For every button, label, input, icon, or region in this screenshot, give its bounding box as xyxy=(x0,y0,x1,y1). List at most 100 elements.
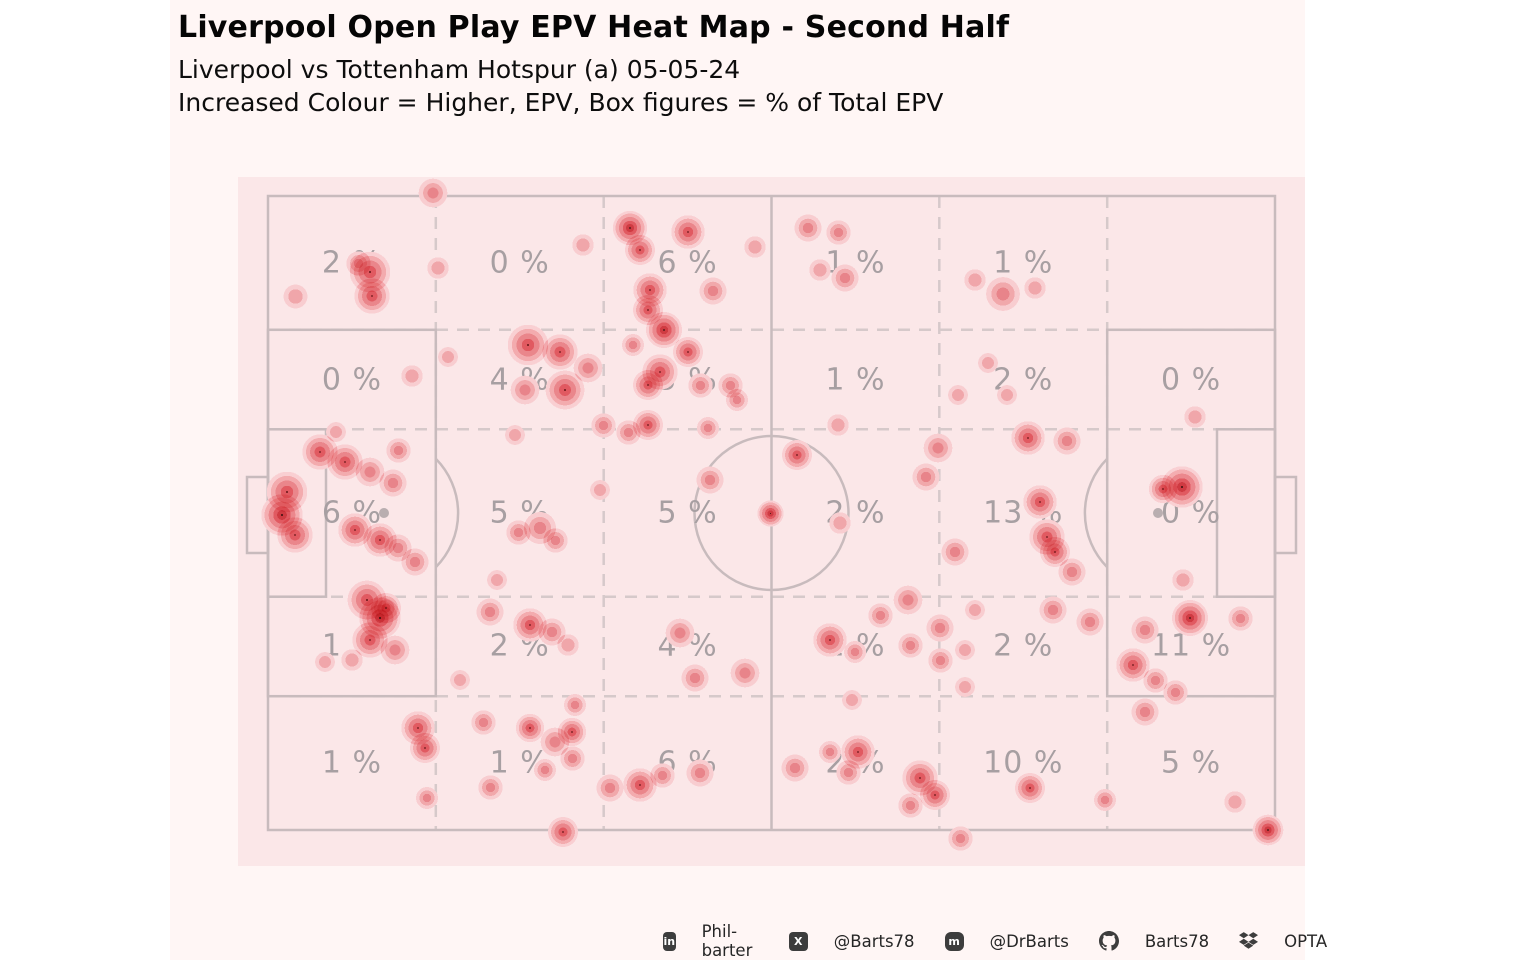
heat-blob xyxy=(925,645,955,675)
heat-blob xyxy=(895,790,925,820)
heat-blob xyxy=(474,596,506,628)
heat-blob xyxy=(377,632,413,668)
github-icon xyxy=(1098,931,1119,951)
heat-blob xyxy=(556,716,588,748)
zone-epv-label: 5 % xyxy=(1161,745,1222,781)
dropbox-icon xyxy=(1239,932,1259,949)
content-panel: Liverpool Open Play EPV Heat Map - Secon… xyxy=(170,0,1327,960)
heat-blob xyxy=(976,351,1000,375)
heat-blob xyxy=(823,217,853,247)
heat-blob xyxy=(824,411,852,439)
footer-label-x: @Barts78 xyxy=(833,931,915,951)
heat-blob xyxy=(1160,677,1190,707)
heat-blob xyxy=(398,362,426,390)
heat-blob xyxy=(840,688,864,712)
heat-blob xyxy=(920,430,956,466)
heat-blob xyxy=(569,231,597,259)
zone-epv-label: 2 % xyxy=(993,628,1054,664)
heat-blob xyxy=(543,368,587,412)
heat-blob xyxy=(1169,597,1211,639)
footer-item-x: X @Barts78 xyxy=(788,931,915,951)
heat-blob xyxy=(1221,788,1249,816)
heat-blob xyxy=(630,367,666,403)
footer-item-dropbox: OPTA xyxy=(1239,932,1327,951)
heat-blob xyxy=(557,743,587,773)
heat-blob xyxy=(588,410,618,440)
heat-blob xyxy=(531,756,559,784)
heat-blob xyxy=(280,281,310,311)
heat-blob xyxy=(1021,483,1059,521)
heat-blob xyxy=(924,612,956,644)
heatmap-layer xyxy=(238,175,1305,866)
heat-blob xyxy=(1091,786,1119,814)
heat-blob xyxy=(1181,403,1209,431)
heat-blob xyxy=(694,414,722,442)
heat-blob xyxy=(723,386,751,414)
page-title: Liverpool Open Play EPV Heat Map - Secon… xyxy=(178,10,1010,45)
heat-blob xyxy=(1009,419,1047,457)
heat-blob xyxy=(274,514,316,556)
heat-blob xyxy=(424,254,452,282)
heat-blob xyxy=(613,417,643,447)
heat-blob xyxy=(503,517,533,547)
heat-blob xyxy=(1056,556,1088,588)
heat-blob xyxy=(351,275,393,317)
chart-header: Liverpool Open Play EPV Heat Map - Secon… xyxy=(178,10,1009,119)
subtitle-legend: Increased Colour = Higher, EPV, Box figu… xyxy=(178,88,944,118)
heat-blob xyxy=(841,638,869,666)
heat-blob xyxy=(468,707,498,737)
heat-blob xyxy=(910,461,942,493)
pitch-heatmap: 2 %0 %6 %1 %1 %0 %4 %5 %1 %2 %0 %6 %5 %5… xyxy=(238,175,1305,866)
heat-blob xyxy=(1012,770,1048,806)
heat-blob xyxy=(806,256,834,284)
heat-blob xyxy=(622,232,658,268)
heat-blob xyxy=(507,372,543,408)
footer-item-github: Barts78 xyxy=(1098,931,1209,951)
footer-label-mastodon: @DrBarts xyxy=(989,931,1069,951)
heat-blob xyxy=(755,498,785,528)
zone-epv-label: 6 % xyxy=(657,245,718,281)
subtitle-match: Liverpool vs Tottenham Hotspur (a) 05-05… xyxy=(178,55,741,84)
heat-blob xyxy=(647,760,677,790)
heat-blob xyxy=(982,273,1024,315)
footer-label-dropbox: OPTA xyxy=(1284,931,1328,951)
heat-blob xyxy=(407,730,443,766)
goal-right xyxy=(1273,475,1298,555)
linkedin-icon: in xyxy=(663,931,676,951)
footer-label-linkedin: Phil-barter xyxy=(701,922,753,960)
heat-blob xyxy=(399,546,431,578)
heat-blob xyxy=(448,668,472,692)
footer-item-linkedin: in Phil-barter xyxy=(663,922,759,960)
heat-blob xyxy=(475,772,505,802)
heat-blob xyxy=(554,631,582,659)
heat-blob xyxy=(415,175,451,211)
heat-blob xyxy=(561,691,589,719)
penalty-spot-right xyxy=(1153,508,1163,518)
heat-blob xyxy=(436,345,460,369)
heat-blob xyxy=(313,650,337,674)
heat-blob xyxy=(1129,614,1161,646)
heat-blob xyxy=(995,383,1019,407)
zone-epv-label: 1 % xyxy=(825,362,886,398)
heat-blob xyxy=(1129,696,1161,728)
heat-blob xyxy=(368,590,404,626)
heat-blob xyxy=(741,233,769,261)
heat-blob xyxy=(890,582,926,618)
heat-blob xyxy=(895,630,925,660)
heat-blob xyxy=(685,370,715,400)
heat-blob xyxy=(946,383,970,407)
heat-blob xyxy=(727,655,763,691)
footer-item-mastodon: m @DrBarts xyxy=(944,931,1069,951)
heat-blob xyxy=(939,536,971,568)
pitch-lines xyxy=(245,194,1298,832)
heat-blob xyxy=(338,646,366,674)
heat-blob xyxy=(779,752,811,784)
heat-blob xyxy=(826,509,854,537)
footer-socials: in Phil-barter X @Barts78 m @DrBarts Bar… xyxy=(663,922,1327,960)
penalty-arc-right xyxy=(1083,457,1109,569)
heat-blob xyxy=(953,638,977,662)
heat-blob xyxy=(1074,606,1106,638)
heat-blob xyxy=(865,600,895,630)
penalty-spot-left xyxy=(379,508,389,518)
